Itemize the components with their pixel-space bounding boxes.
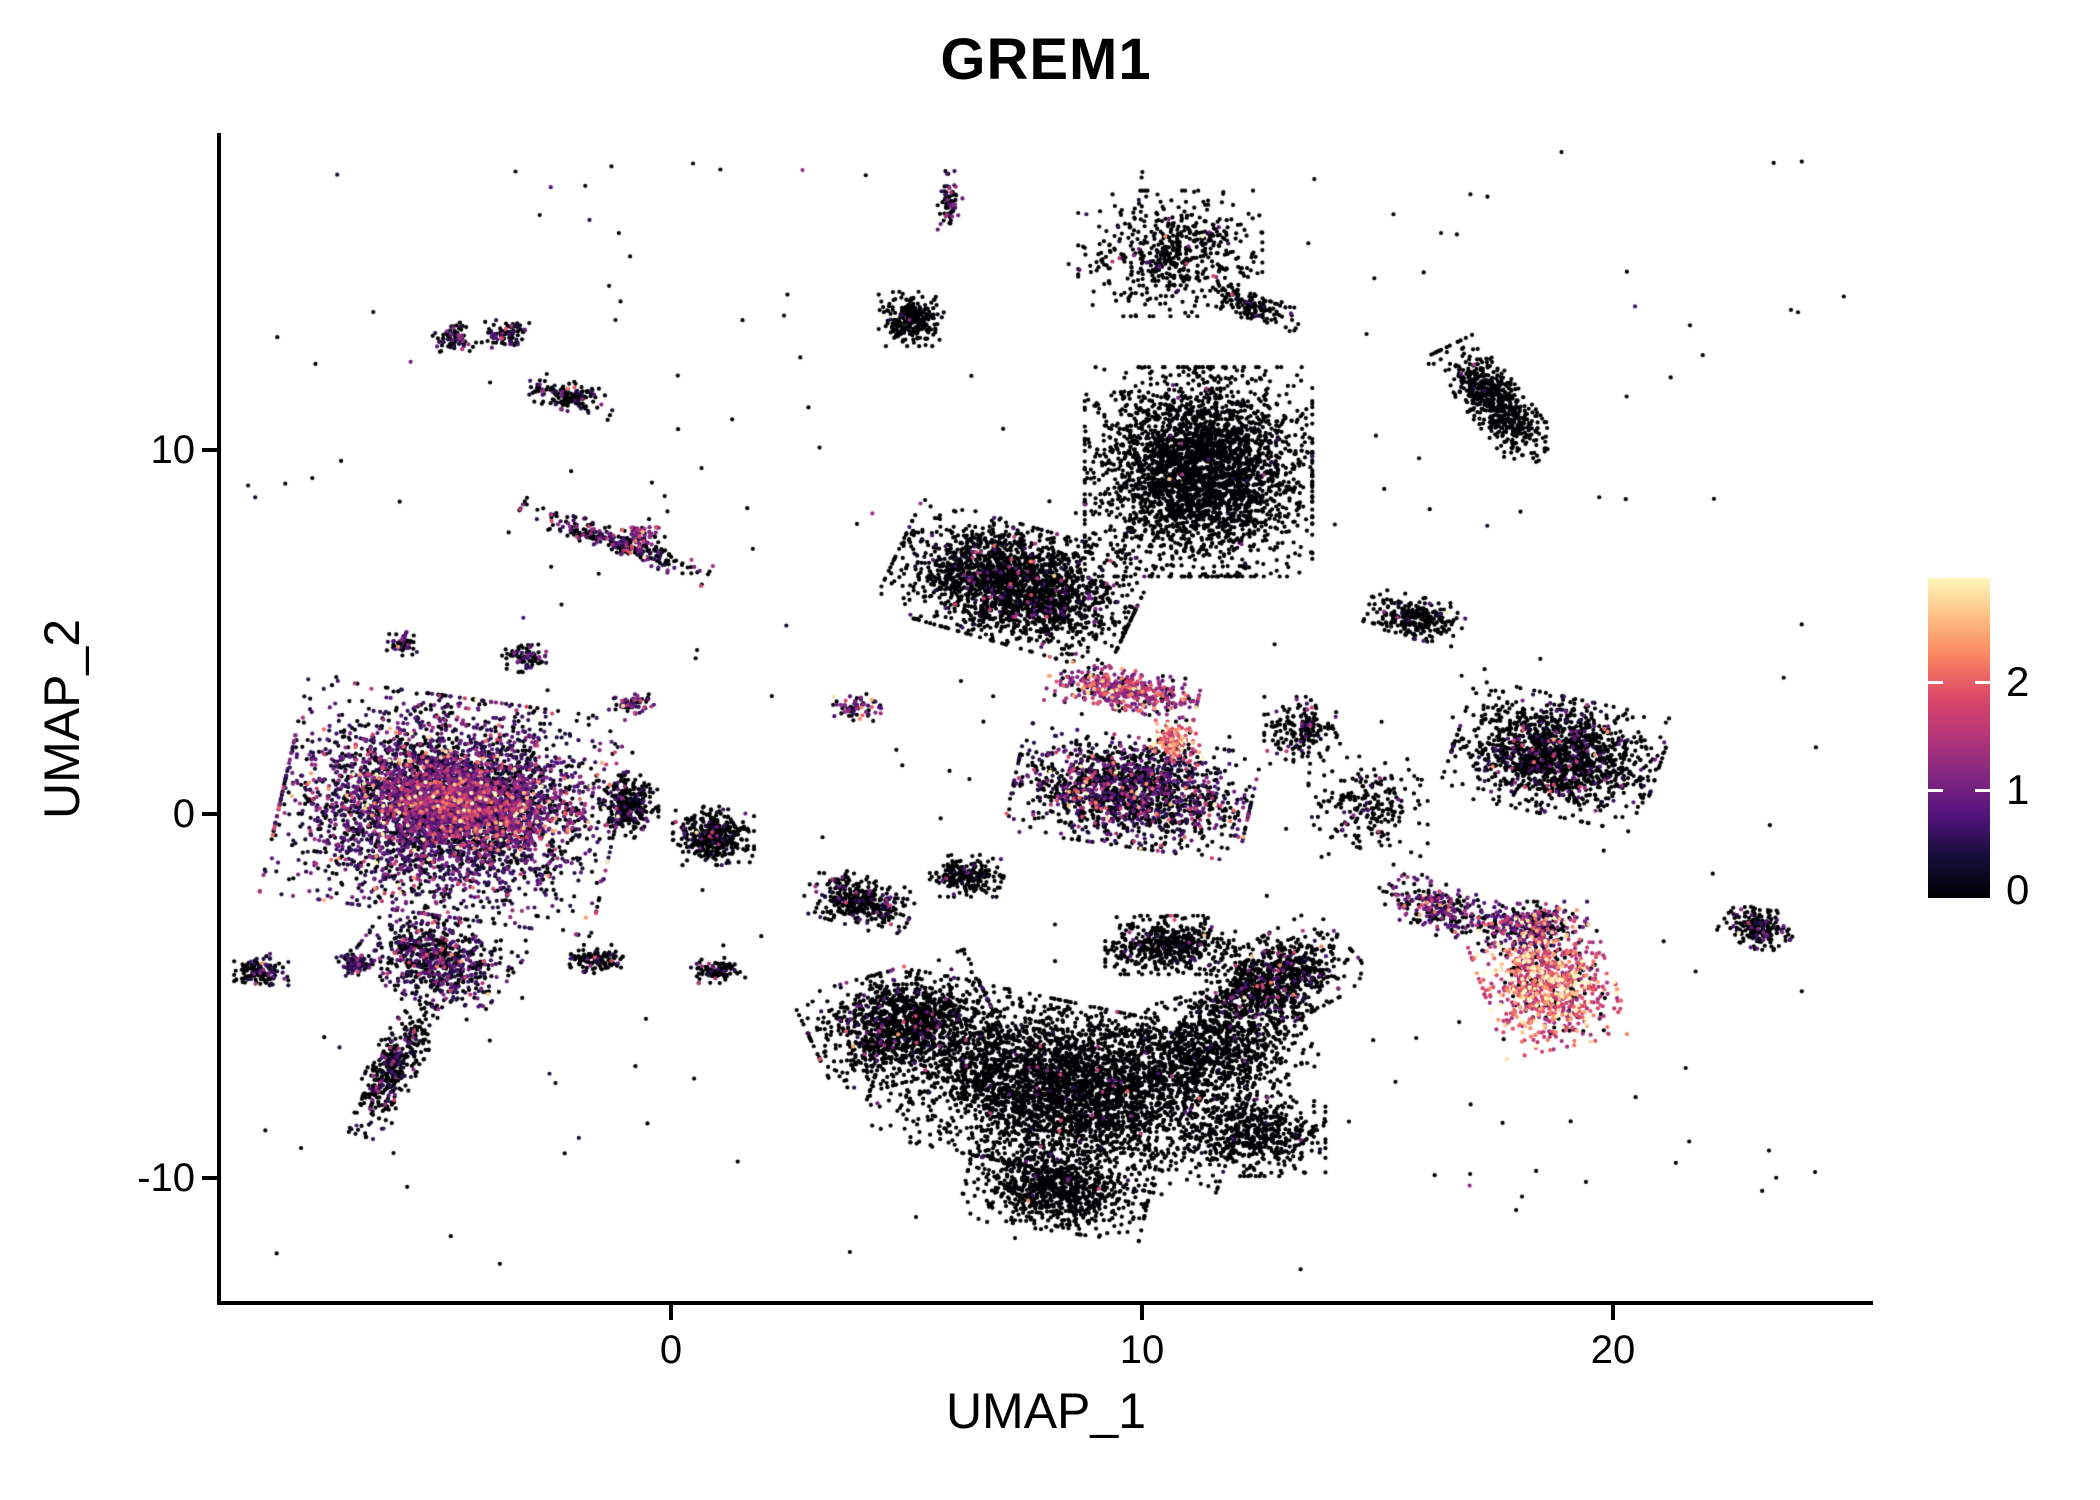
x-tick-label: 20 [1590, 1328, 1636, 1372]
x-tick-mark [1611, 1305, 1615, 1320]
colorbar-gradient [1928, 578, 1990, 898]
colorbar-tick-label: 0 [2006, 866, 2030, 913]
x-tick-label: 0 [659, 1328, 683, 1372]
x-tick-label: 10 [1119, 1328, 1165, 1372]
x-tick-mark [669, 1305, 673, 1320]
colorbar-tick-label: 2 [2006, 657, 2030, 705]
x-tick-mark [1140, 1305, 1144, 1320]
colorbar-tick-dash [1975, 680, 1990, 684]
colorbar-tick-dash [1975, 788, 1990, 792]
y-tick-label: -10 [137, 1156, 195, 1200]
y-axis-line [217, 133, 221, 1305]
colorbar-legend [1928, 578, 1990, 898]
x-axis-line [217, 1301, 1873, 1305]
y-tick-label: 10 [150, 428, 196, 472]
y-tick-mark [202, 812, 217, 816]
x-axis-title: UMAP_1 [945, 1383, 1147, 1439]
colorbar-tick-dash [1928, 788, 1943, 792]
y-tick-label: 0 [172, 792, 195, 836]
y-tick-mark [202, 1176, 217, 1180]
plot-title: GREM1 [940, 27, 1152, 92]
colorbar-tick-label: 1 [2006, 765, 2030, 813]
y-tick-mark [202, 448, 217, 452]
colorbar-tick-dash [1928, 680, 1943, 684]
